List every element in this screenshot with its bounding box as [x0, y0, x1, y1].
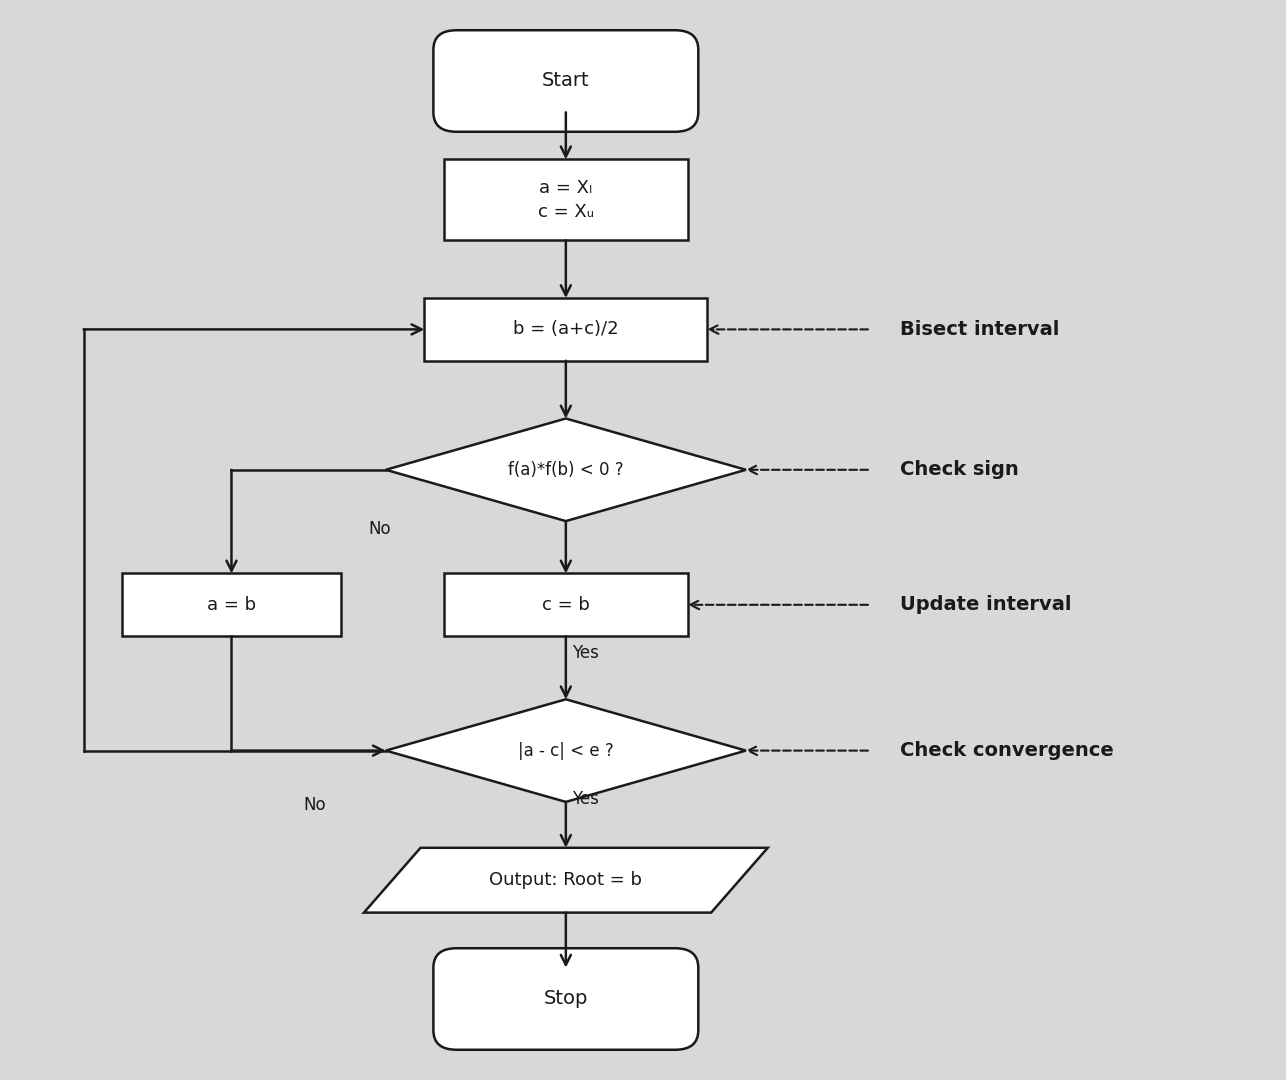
Polygon shape [364, 848, 768, 913]
Text: Yes: Yes [572, 791, 598, 808]
Text: Start: Start [541, 71, 590, 91]
Text: a = b: a = b [207, 596, 256, 613]
Polygon shape [386, 419, 746, 522]
Text: No: No [368, 521, 391, 538]
Text: b = (a+c)/2: b = (a+c)/2 [513, 321, 619, 338]
Bar [122, 573, 341, 636]
Text: Bisect interval: Bisect interval [900, 320, 1060, 339]
Text: a = Xₗ
c = Xᵤ: a = Xₗ c = Xᵤ [538, 179, 594, 220]
Bar [444, 160, 688, 241]
Text: Yes: Yes [572, 645, 598, 662]
Text: Update interval: Update interval [900, 595, 1071, 615]
FancyBboxPatch shape [433, 948, 698, 1050]
Text: |a - c| < e ?: |a - c| < e ? [518, 742, 613, 759]
Bar [424, 298, 707, 361]
Text: Output: Root = b: Output: Root = b [490, 872, 642, 889]
Text: Stop: Stop [544, 989, 588, 1009]
FancyBboxPatch shape [433, 30, 698, 132]
Bar [444, 573, 688, 636]
Text: c = b: c = b [541, 596, 590, 613]
Text: No: No [303, 796, 327, 813]
Text: Check sign: Check sign [900, 460, 1019, 480]
Polygon shape [386, 700, 746, 801]
Text: Check convergence: Check convergence [900, 741, 1114, 760]
Text: f(a)*f(b) < 0 ?: f(a)*f(b) < 0 ? [508, 461, 624, 478]
